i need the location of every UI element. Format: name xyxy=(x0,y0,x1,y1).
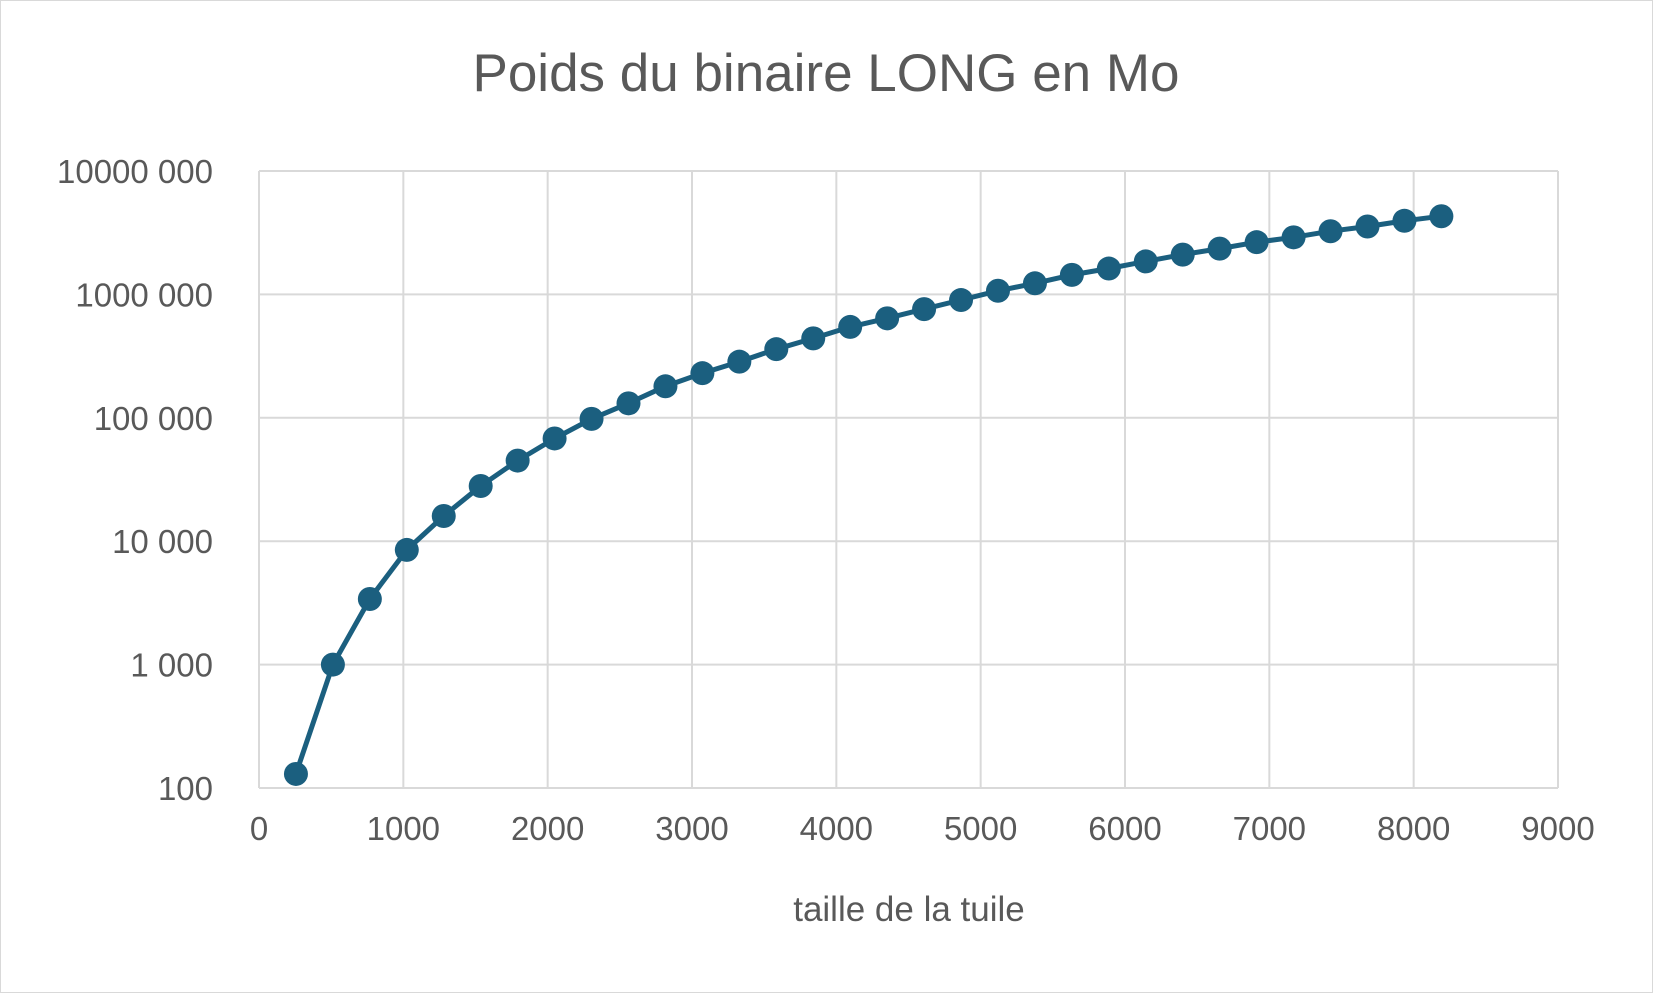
data-point xyxy=(542,426,567,451)
x-tick-label: 2000 xyxy=(511,810,584,847)
data-point xyxy=(1133,249,1158,274)
x-tick-label: 9000 xyxy=(1521,810,1594,847)
data-point xyxy=(985,278,1010,303)
data-point xyxy=(616,391,641,416)
data-point xyxy=(1281,225,1306,250)
data-point xyxy=(357,587,382,612)
data-point xyxy=(653,374,678,399)
data-point xyxy=(1170,242,1195,267)
data-point xyxy=(875,306,900,331)
y-tick-label: 10 000 xyxy=(112,523,213,560)
data-point xyxy=(801,326,826,351)
data-point xyxy=(764,337,789,362)
data-point xyxy=(912,297,937,322)
x-axis-ticks: 0 1000 2000 3000 4000 5000 6000 7000 8000 9000 xyxy=(250,810,1595,847)
x-tick-label: 5000 xyxy=(944,810,1017,847)
x-tick-label: 0 xyxy=(250,810,268,847)
y-tick-label: 1000 000 xyxy=(75,276,213,313)
data-point xyxy=(1355,214,1380,239)
gridlines xyxy=(258,170,1559,789)
x-tick-label: 4000 xyxy=(800,810,873,847)
data-point xyxy=(579,406,604,431)
y-tick-label: 1 000 xyxy=(130,647,213,684)
chart-title: Poids du binaire LONG en Mo xyxy=(472,44,1179,103)
data-point xyxy=(838,314,863,339)
data-point xyxy=(1392,208,1417,233)
x-tick-label: 7000 xyxy=(1233,810,1306,847)
y-tick-label: 100 xyxy=(158,770,213,807)
data-point xyxy=(1022,271,1047,296)
data-point xyxy=(505,448,530,473)
x-axis-title: taille de la tuile xyxy=(793,890,1025,929)
y-axis-ticks: 100 1 000 10 000 100 000 1000 000 10000 000 xyxy=(57,153,213,807)
data-point xyxy=(1318,219,1343,244)
x-tick-label: 8000 xyxy=(1377,810,1450,847)
x-tick-label: 1000 xyxy=(367,810,440,847)
y-tick-label: 10000 000 xyxy=(57,153,213,190)
x-tick-label: 6000 xyxy=(1088,810,1161,847)
data-point xyxy=(727,349,752,374)
series-group xyxy=(283,204,1454,786)
data-point xyxy=(1059,262,1084,287)
data-point xyxy=(283,761,308,786)
x-tick-label: 3000 xyxy=(655,810,728,847)
data-point xyxy=(431,504,456,529)
data-point xyxy=(394,537,419,562)
data-point xyxy=(468,474,493,499)
y-tick-label: 100 000 xyxy=(94,400,213,437)
data-point xyxy=(1207,236,1232,261)
data-point xyxy=(949,288,974,313)
data-point xyxy=(1096,256,1121,281)
data-point xyxy=(690,361,715,386)
data-point xyxy=(1429,204,1454,229)
data-point xyxy=(320,652,345,677)
data-point xyxy=(1244,230,1269,255)
